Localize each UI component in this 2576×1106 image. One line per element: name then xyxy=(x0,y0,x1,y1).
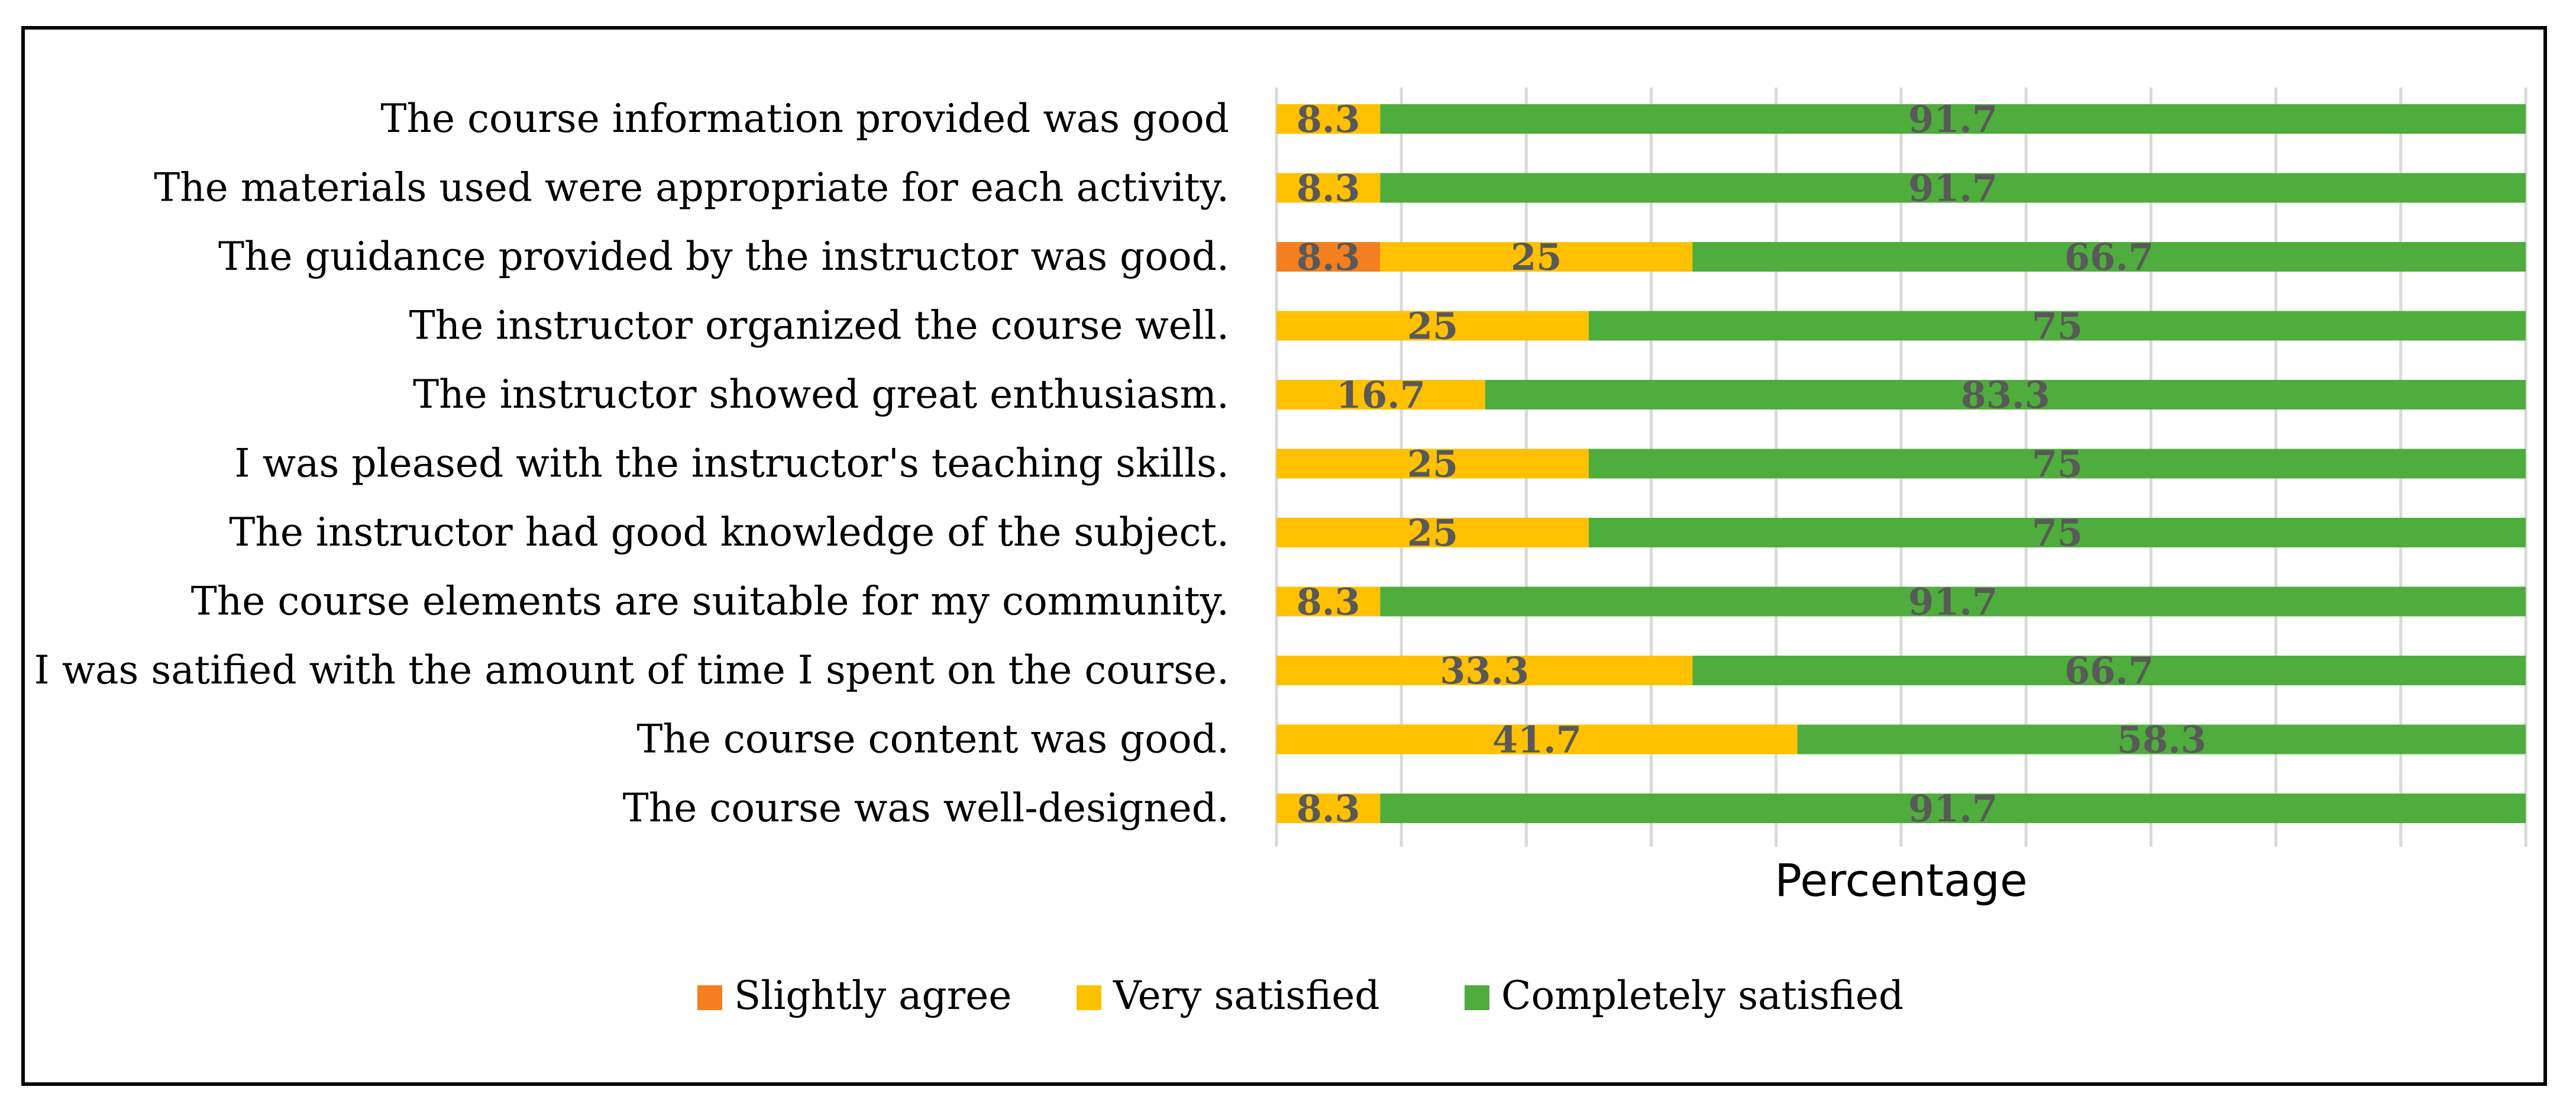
data-label: 91.7 xyxy=(1908,98,1998,141)
bar-segment xyxy=(1797,724,2526,754)
category-label: I was satified with the amount of time I… xyxy=(34,647,1229,693)
legend-label: Completely satisfied xyxy=(1501,973,1903,1018)
bar-segment xyxy=(1276,794,1381,823)
chart-frame: The course information provided was good… xyxy=(21,26,2547,1086)
data-label: 66.7 xyxy=(2064,649,2154,692)
bar-segment xyxy=(1276,586,1381,617)
data-label: 8.3 xyxy=(1297,236,1360,279)
data-label: 25 xyxy=(1407,511,1458,554)
bar-segment xyxy=(1276,724,1798,754)
stacked-bar-chart: The course information provided was good… xyxy=(34,88,2527,1018)
bar-segment xyxy=(1692,242,2526,272)
legend-swatch xyxy=(1077,985,1101,1010)
bar-segment xyxy=(1380,794,2526,823)
data-label: 91.7 xyxy=(1908,787,1998,830)
data-label: 25 xyxy=(1407,443,1458,486)
x-axis-title: Percentage xyxy=(1775,854,2028,907)
category-label: The course elements are suitable for my … xyxy=(191,579,1229,624)
legend-label: Slightly agree xyxy=(734,973,1011,1018)
data-label: 8.3 xyxy=(1297,98,1360,141)
bars xyxy=(1276,104,2526,823)
data-label: 8.3 xyxy=(1297,787,1360,830)
category-label: The instructor had good knowledge of the… xyxy=(229,510,1229,555)
category-label: The instructor organized the course well… xyxy=(409,303,1229,349)
bar-segment xyxy=(1276,173,1381,203)
data-label: 33.3 xyxy=(1440,649,1529,692)
data-label: 83.3 xyxy=(1961,373,2050,417)
data-label: 8.3 xyxy=(1297,167,1360,210)
bar-segment xyxy=(1380,242,1693,272)
data-label: 91.7 xyxy=(1908,167,1998,210)
category-labels: The course information provided was good… xyxy=(34,96,1229,831)
category-label: The course was well-designed. xyxy=(623,785,1229,831)
data-label: 75 xyxy=(2032,511,2083,554)
bar-segment xyxy=(1276,518,1589,547)
data-label: 25 xyxy=(1407,305,1458,348)
bar-segment xyxy=(1589,449,2526,479)
bar-segment xyxy=(1380,104,2526,134)
data-label: 8.3 xyxy=(1297,581,1360,624)
data-labels: 8.3 91.7 8.3 91.7 8.3 25 66.7 25 75 16.7 83.3 25 75 2… xyxy=(1297,98,2206,830)
bar-segment xyxy=(1276,104,1381,134)
category-label: The course information provided was good xyxy=(381,96,1229,141)
data-label: 75 xyxy=(2032,443,2083,486)
category-label: The instructor showed great enthusiasm. xyxy=(413,372,1229,417)
data-label: 41.7 xyxy=(1492,718,1582,762)
data-label: 75 xyxy=(2032,305,2083,348)
legend-label: Very satisfied xyxy=(1113,973,1380,1018)
bar-segment xyxy=(1380,173,2526,203)
data-label: 58.3 xyxy=(2117,718,2206,762)
bar-segment xyxy=(1276,380,1485,409)
category-label: The materials used were appropriate for … xyxy=(154,165,1229,211)
data-label: 91.7 xyxy=(1908,581,1998,624)
category-label: The course content was good. xyxy=(636,717,1229,762)
data-label: 66.7 xyxy=(2064,236,2154,279)
category-label: I was pleased with the instructor's teac… xyxy=(235,441,1229,486)
bar-segment xyxy=(1485,380,2526,409)
category-label: The guidance provided by the instructor … xyxy=(218,234,1229,279)
data-label: 25 xyxy=(1511,236,1562,279)
legend-swatch xyxy=(697,985,722,1010)
bar-segment xyxy=(1276,242,1381,272)
bar-segment xyxy=(1692,656,2526,685)
bar-segment xyxy=(1276,449,1589,479)
bar-segment xyxy=(1380,586,2526,617)
bar-segment xyxy=(1276,311,1589,341)
legend: Slightly agree Very satisfied Completely s… xyxy=(697,973,1903,1018)
data-label: 16.7 xyxy=(1336,373,1426,417)
legend-swatch xyxy=(1465,985,1489,1010)
bar-segment xyxy=(1589,311,2526,341)
bar-segment xyxy=(1276,656,1693,685)
bar-segment xyxy=(1589,518,2526,547)
